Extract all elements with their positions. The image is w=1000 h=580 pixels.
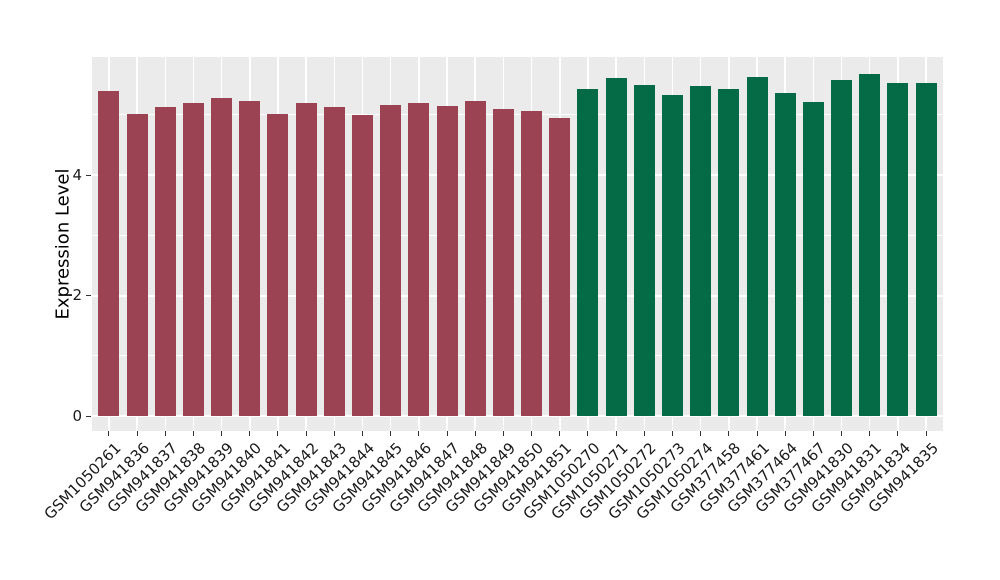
x-tick — [474, 431, 476, 436]
bar-GSM1050272 — [633, 85, 655, 416]
x-tick — [531, 431, 533, 436]
h-gridline-minor — [92, 114, 943, 116]
x-tick — [192, 431, 194, 436]
bar-GSM941843 — [323, 106, 345, 416]
x-tick — [728, 431, 730, 436]
x-tick — [643, 431, 645, 436]
x-tick — [671, 431, 673, 436]
x-tick — [446, 431, 448, 436]
h-gridline-minor — [92, 355, 943, 357]
x-tick — [108, 431, 110, 436]
bar-GSM941836 — [126, 113, 148, 416]
y-tick-label: 2 — [72, 286, 82, 304]
x-tick — [362, 431, 364, 436]
x-tick — [221, 431, 223, 436]
bar-GSM1050274 — [690, 86, 712, 416]
x-tick — [418, 431, 420, 436]
bar-GSM377467 — [802, 102, 824, 416]
bar-GSM941841 — [267, 113, 289, 416]
x-tick — [756, 431, 758, 436]
y-tick — [86, 174, 91, 176]
x-tick — [869, 431, 871, 436]
bar-GSM941849 — [492, 109, 514, 416]
bar-GSM941842 — [295, 103, 317, 416]
x-tick — [502, 431, 504, 436]
x-tick — [559, 431, 561, 436]
bar-GSM941837 — [154, 106, 176, 416]
bar-GSM941840 — [239, 100, 261, 416]
h-gridline-major — [92, 294, 943, 297]
x-tick — [587, 431, 589, 436]
bar-GSM941831 — [859, 74, 881, 416]
bar-GSM377461 — [746, 76, 768, 416]
x-tick — [277, 431, 279, 436]
x-tick — [784, 431, 786, 436]
x-tick — [136, 431, 138, 436]
bar-GSM377458 — [718, 89, 740, 416]
bar-GSM941835 — [915, 82, 937, 416]
x-tick — [700, 431, 702, 436]
x-tick — [812, 431, 814, 436]
h-gridline-major — [92, 174, 943, 176]
h-gridline-major — [92, 415, 943, 417]
y-tick — [86, 415, 91, 417]
bar-GSM941845 — [380, 105, 402, 416]
bar-GSM941850 — [521, 110, 543, 416]
bar-GSM941834 — [887, 83, 909, 416]
bar-GSM1050271 — [605, 77, 627, 416]
x-tick — [925, 431, 927, 436]
bar-GSM941839 — [211, 97, 233, 416]
y-tick-label: 0 — [72, 406, 82, 425]
h-gridline-minor — [92, 234, 943, 236]
x-tick — [897, 431, 899, 436]
bar-GSM941838 — [182, 102, 204, 416]
y-tick — [86, 295, 91, 296]
y-tick-label: 4 — [72, 165, 82, 184]
bar-GSM941851 — [549, 117, 571, 416]
x-tick — [390, 431, 392, 436]
bar-GSM941846 — [408, 103, 430, 416]
bar-GSM1050261 — [98, 91, 120, 416]
bar-GSM377464 — [774, 93, 796, 416]
bar-GSM941847 — [436, 105, 458, 416]
x-tick — [615, 431, 617, 436]
plot-panel — [92, 57, 943, 431]
bar-GSM1050273 — [661, 95, 683, 416]
bar-GSM941830 — [831, 80, 853, 416]
x-tick — [164, 431, 166, 436]
bar-GSM941844 — [352, 114, 374, 416]
x-tick — [249, 431, 251, 436]
x-tick — [841, 431, 843, 436]
x-tick — [333, 431, 335, 436]
bar-GSM1050270 — [577, 88, 599, 416]
x-tick — [305, 431, 307, 436]
bar-GSM941848 — [464, 101, 486, 416]
